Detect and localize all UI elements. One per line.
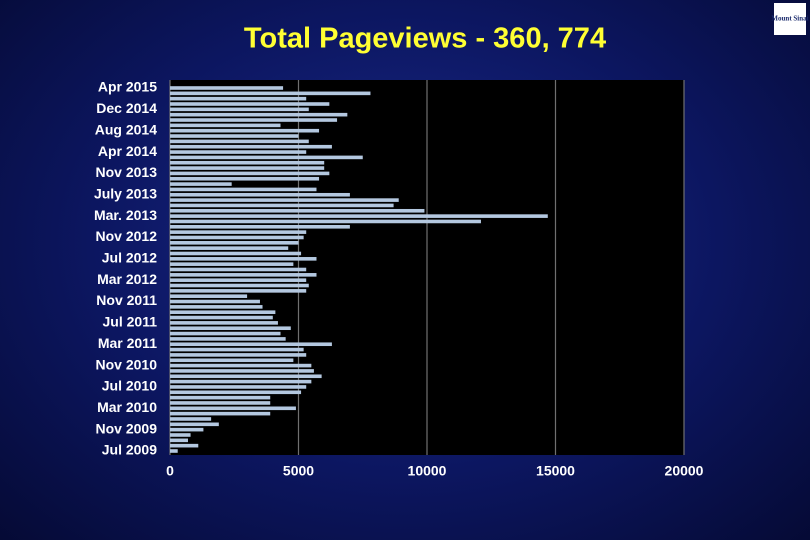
bar [170, 219, 481, 224]
y-tick-label: Jul 2010 [102, 378, 157, 394]
bar [170, 283, 309, 288]
bar [170, 182, 232, 186]
bar [170, 395, 271, 400]
bar [170, 433, 191, 437]
y-tick-label: July 2013 [94, 185, 157, 201]
bar [170, 342, 332, 347]
y-tick-label: Apr 2014 [98, 143, 157, 159]
chart-title: Total Pageviews - 360, 774 [244, 23, 606, 55]
bar [170, 257, 317, 261]
bar [170, 310, 276, 315]
bar [170, 235, 304, 240]
bar [170, 208, 425, 213]
y-tick-label: Jul 2011 [103, 314, 158, 330]
y-tick-label: Mar 2012 [97, 271, 157, 287]
bar [170, 214, 548, 218]
bar [170, 203, 394, 208]
bar [170, 289, 307, 293]
bar [170, 230, 307, 234]
bar [170, 353, 307, 357]
bar [170, 427, 204, 432]
bar [170, 438, 188, 443]
y-tick-label: Dec 2014 [96, 100, 157, 116]
bar [170, 246, 289, 250]
x-tick-label: 0 [166, 463, 174, 479]
bar [170, 118, 338, 122]
bar [170, 187, 317, 192]
bar [170, 128, 320, 133]
bar [170, 337, 286, 341]
bar [170, 267, 307, 272]
bar [170, 390, 302, 395]
bar [170, 241, 299, 245]
bar [170, 102, 330, 106]
x-tick-label: 5000 [283, 463, 314, 479]
bar [170, 273, 317, 277]
logo-box [774, 3, 806, 35]
bar [170, 369, 314, 373]
bar [170, 262, 294, 266]
bar [170, 86, 284, 90]
bar [170, 134, 299, 138]
bar [170, 305, 263, 309]
bar [170, 251, 302, 256]
y-tick-label: Mar. 2013 [94, 207, 157, 223]
logo: Mount Sinai [771, 15, 808, 23]
bar [170, 374, 322, 379]
y-tick-label: Jul 2012 [102, 250, 157, 266]
bar [170, 112, 348, 117]
x-tick-label: 15000 [536, 463, 575, 479]
x-tick-label: 20000 [665, 463, 704, 479]
bar [170, 299, 260, 304]
bar [170, 96, 307, 101]
bar [170, 155, 363, 160]
bar [170, 443, 199, 448]
bar [170, 326, 291, 331]
bar [170, 347, 304, 352]
y-tick-label: Nov 2009 [96, 420, 158, 436]
bar [170, 294, 248, 298]
y-tick-label: Aug 2014 [95, 121, 157, 137]
bar [170, 406, 296, 411]
bar [170, 198, 399, 202]
y-tick-label: Nov 2013 [96, 164, 158, 180]
y-tick-label: Apr 2015 [98, 79, 157, 95]
bar [170, 224, 350, 229]
bar [170, 363, 312, 368]
bar [170, 192, 350, 197]
bar [170, 160, 325, 165]
bar [170, 422, 219, 427]
bar [170, 411, 271, 416]
bar [170, 385, 307, 389]
bar [170, 107, 309, 112]
bar [170, 331, 281, 336]
bar [170, 449, 178, 453]
y-tick-label: Nov 2011 [96, 292, 157, 308]
x-tick-label: 10000 [408, 463, 447, 479]
y-tick-label: Jul 2009 [102, 442, 157, 458]
bar [170, 176, 320, 181]
bar [170, 321, 278, 325]
bar [170, 123, 281, 128]
bar [170, 171, 330, 176]
bar [170, 166, 325, 170]
bar [170, 379, 312, 384]
y-tick-label: Nov 2010 [96, 356, 158, 372]
bar [170, 401, 271, 405]
y-tick-label: Mar 2010 [97, 399, 157, 415]
y-tick-label: Nov 2012 [96, 228, 158, 244]
bar [170, 315, 273, 320]
bar [170, 139, 309, 144]
bar [170, 358, 294, 363]
bar [170, 278, 307, 282]
y-tick-label: Mar 2011 [98, 335, 157, 351]
bar [170, 144, 332, 149]
bar [170, 417, 212, 421]
bar [170, 150, 307, 154]
bar [170, 91, 371, 96]
